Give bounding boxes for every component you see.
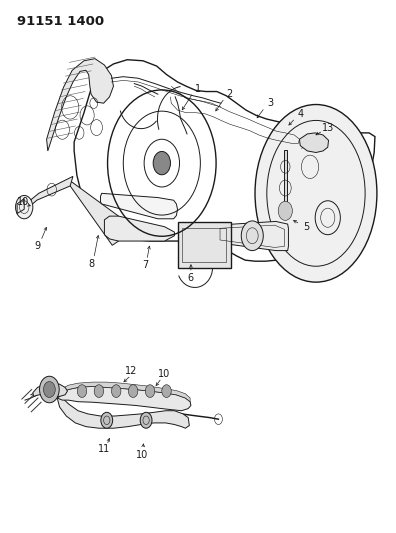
Circle shape: [112, 385, 121, 398]
Text: 10: 10: [136, 450, 148, 460]
Polygon shape: [57, 397, 189, 428]
Text: 1: 1: [195, 84, 201, 94]
Polygon shape: [62, 382, 190, 402]
Circle shape: [15, 196, 33, 219]
Text: 10: 10: [158, 369, 171, 378]
Text: 11: 11: [98, 445, 110, 455]
Circle shape: [77, 385, 87, 398]
Polygon shape: [101, 193, 177, 219]
Circle shape: [128, 385, 138, 398]
Text: 9: 9: [34, 241, 41, 252]
Circle shape: [94, 385, 104, 398]
Polygon shape: [23, 176, 73, 212]
Text: 6: 6: [188, 273, 194, 283]
Text: 10: 10: [17, 197, 29, 207]
Circle shape: [162, 385, 171, 398]
Text: 5: 5: [303, 222, 309, 232]
Text: 12: 12: [125, 367, 137, 376]
Text: 2: 2: [227, 89, 232, 99]
Polygon shape: [105, 216, 174, 241]
Circle shape: [278, 201, 292, 220]
Circle shape: [241, 221, 263, 251]
Circle shape: [153, 151, 170, 175]
Text: 13: 13: [322, 123, 335, 133]
Polygon shape: [69, 182, 118, 245]
Polygon shape: [47, 59, 114, 151]
Polygon shape: [33, 383, 67, 397]
Text: 8: 8: [88, 259, 94, 269]
Text: 4: 4: [298, 109, 304, 119]
Circle shape: [145, 385, 155, 398]
Text: 91151 1400: 91151 1400: [17, 15, 104, 28]
Circle shape: [44, 382, 55, 398]
Ellipse shape: [255, 104, 377, 282]
FancyBboxPatch shape: [177, 222, 230, 268]
Circle shape: [140, 413, 152, 428]
Polygon shape: [299, 133, 329, 152]
Text: 7: 7: [142, 261, 148, 270]
Circle shape: [40, 376, 59, 403]
Polygon shape: [217, 221, 288, 251]
Polygon shape: [284, 150, 287, 215]
Circle shape: [101, 413, 113, 428]
Text: 3: 3: [267, 98, 273, 108]
Polygon shape: [57, 386, 191, 411]
